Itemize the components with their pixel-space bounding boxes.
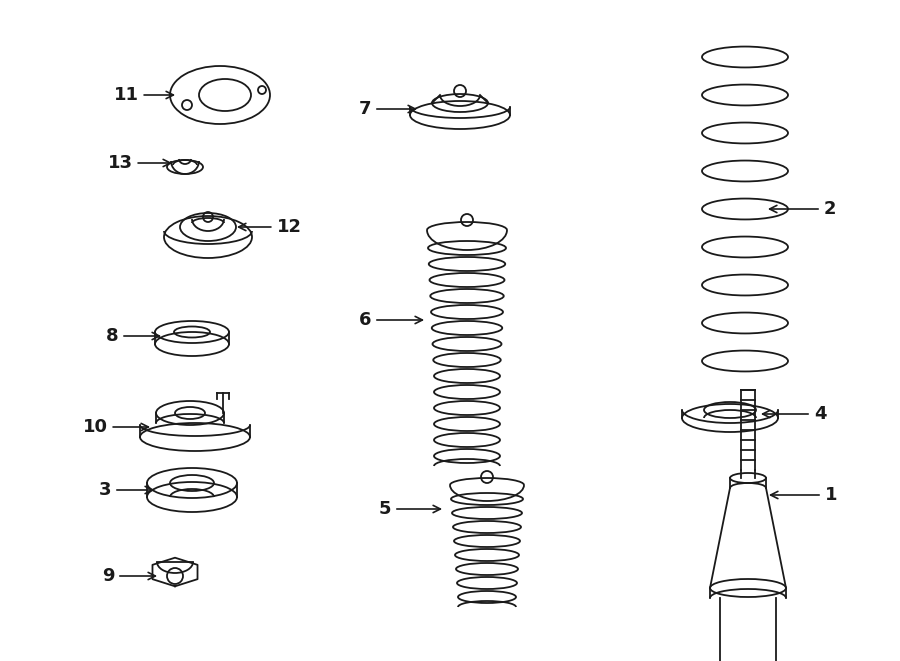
Text: 7: 7 [359, 100, 416, 118]
Text: 6: 6 [359, 311, 422, 329]
Text: 2: 2 [770, 200, 836, 218]
Text: 13: 13 [107, 154, 170, 172]
Text: 12: 12 [238, 218, 302, 236]
Text: 5: 5 [379, 500, 440, 518]
Text: 1: 1 [770, 486, 837, 504]
Text: 3: 3 [99, 481, 152, 499]
Text: 8: 8 [105, 327, 159, 345]
Text: 4: 4 [762, 405, 826, 423]
Text: 11: 11 [113, 86, 174, 104]
Text: 10: 10 [83, 418, 148, 436]
Text: 9: 9 [102, 567, 156, 585]
